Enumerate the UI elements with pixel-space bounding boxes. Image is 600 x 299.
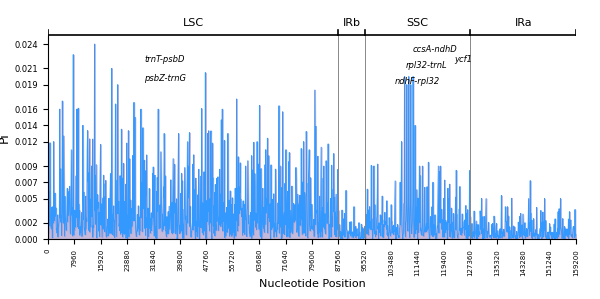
Text: ndhF-rpl32: ndhF-rpl32 [395, 77, 440, 86]
X-axis label: Nucleotide Position: Nucleotide Position [259, 279, 365, 289]
Text: IRa: IRa [514, 18, 532, 28]
Text: ycf1: ycf1 [454, 55, 472, 64]
Text: rpl32-trnL: rpl32-trnL [406, 61, 448, 70]
Text: trnT-psbD: trnT-psbD [144, 55, 185, 64]
Text: LSC: LSC [182, 18, 204, 28]
Y-axis label: Pi: Pi [0, 132, 10, 143]
Text: psbZ-trnG: psbZ-trnG [144, 74, 186, 83]
Text: IRb: IRb [343, 18, 361, 28]
Text: ccsA-ndhD: ccsA-ndhD [413, 45, 458, 54]
Text: SSC: SSC [407, 18, 428, 28]
